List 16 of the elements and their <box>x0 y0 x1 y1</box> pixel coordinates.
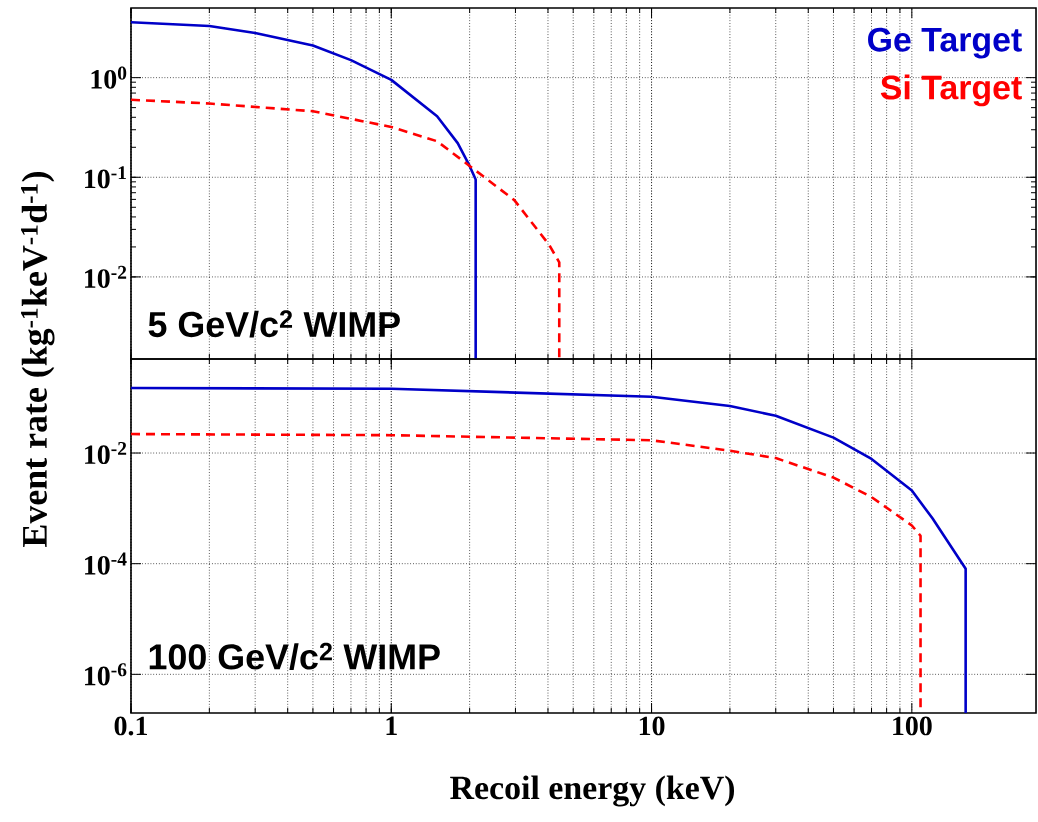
x-tick-label: 10 <box>639 716 665 736</box>
y-tick-label: 10$^{-2}$ <box>85 265 127 289</box>
x-axis-title: Recoil energy (keV) <box>450 775 735 807</box>
annotation: 100 GeV/c$^{2}$ WIMP <box>149 642 440 670</box>
x-tick-label: 100 <box>893 716 932 736</box>
y-tick-label: 10$^{-4}$ <box>85 552 127 575</box>
x-tick-label: 1 <box>386 716 397 735</box>
y-tick-label: 10$^{-6}$ <box>85 663 127 686</box>
y-tick-label: 10$^{0}$ <box>91 66 127 89</box>
y-tick-label: 10$^{-1}$ <box>85 166 126 189</box>
text: Ge Target <box>868 27 1022 59</box>
annotation: 5 GeV/c$^{2}$ WIMP <box>148 310 400 338</box>
text: Si Target <box>880 74 1022 107</box>
y-tick-label: 10$^{-2}$ <box>85 441 127 465</box>
x-tick-label: 0.1 <box>114 716 147 736</box>
y-axis-title: Event rate (kg$^{-1}$keV$^{-1}$d$^{-1}$) <box>21 172 55 547</box>
